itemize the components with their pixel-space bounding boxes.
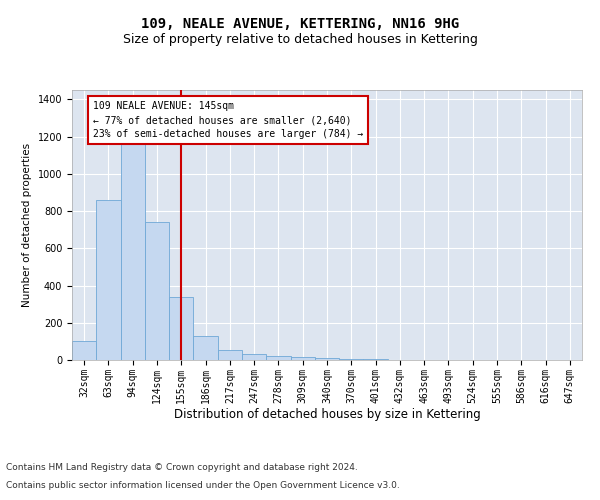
Bar [242,354,266,360]
Text: Size of property relative to detached houses in Kettering: Size of property relative to detached ho… [122,32,478,46]
Text: Contains public sector information licensed under the Open Government Licence v3: Contains public sector information licen… [6,481,400,490]
Y-axis label: Number of detached properties: Number of detached properties [22,143,32,307]
Bar [218,350,242,360]
Bar [339,358,364,360]
Bar [266,356,290,360]
Bar [72,341,96,360]
Bar [145,222,169,360]
Bar [315,358,339,360]
Bar [169,296,193,360]
Bar [121,140,145,360]
Text: 109, NEALE AVENUE, KETTERING, NN16 9HG: 109, NEALE AVENUE, KETTERING, NN16 9HG [141,18,459,32]
X-axis label: Distribution of detached houses by size in Kettering: Distribution of detached houses by size … [173,408,481,422]
Text: 109 NEALE AVENUE: 145sqm
← 77% of detached houses are smaller (2,640)
23% of sem: 109 NEALE AVENUE: 145sqm ← 77% of detach… [92,101,363,139]
Text: Contains HM Land Registry data © Crown copyright and database right 2024.: Contains HM Land Registry data © Crown c… [6,464,358,472]
Bar [96,200,121,360]
Bar [290,357,315,360]
Bar [193,336,218,360]
